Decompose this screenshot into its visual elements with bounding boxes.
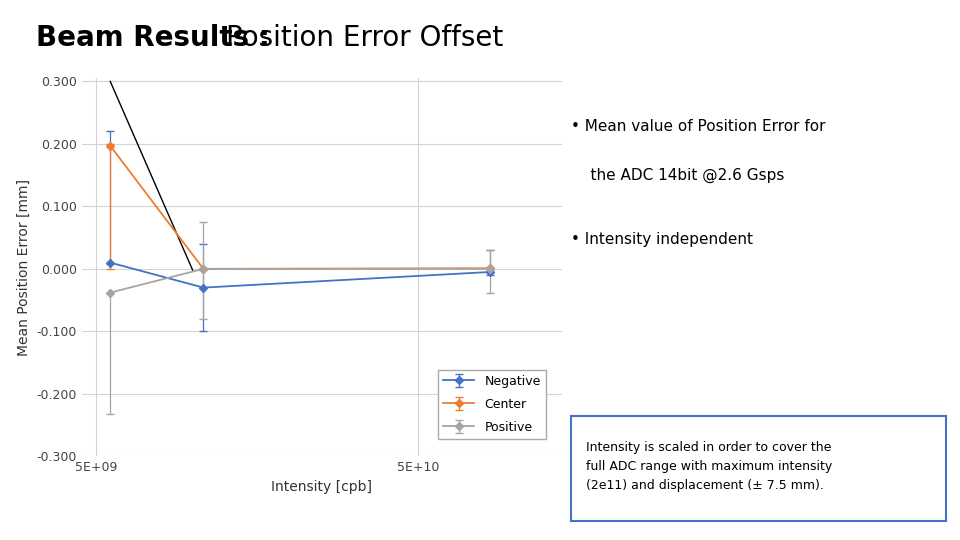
Text: • Intensity independent: • Intensity independent xyxy=(571,232,754,247)
Text: Beam Results :: Beam Results : xyxy=(36,24,280,52)
Text: the ADC 14bit @2.6 Gsps: the ADC 14bit @2.6 Gsps xyxy=(571,167,784,183)
Text: • Mean value of Position Error for: • Mean value of Position Error for xyxy=(571,119,826,134)
Y-axis label: Mean Position Error [mm]: Mean Position Error [mm] xyxy=(17,179,31,356)
X-axis label: Intensity [cpb]: Intensity [cpb] xyxy=(271,480,372,494)
Legend: Negative, Center, Positive: Negative, Center, Positive xyxy=(438,370,545,438)
Text: Intensity is scaled in order to cover the
full ADC range with maximum intensity
: Intensity is scaled in order to cover th… xyxy=(587,441,832,492)
Text: Position Error Offset: Position Error Offset xyxy=(226,24,503,52)
